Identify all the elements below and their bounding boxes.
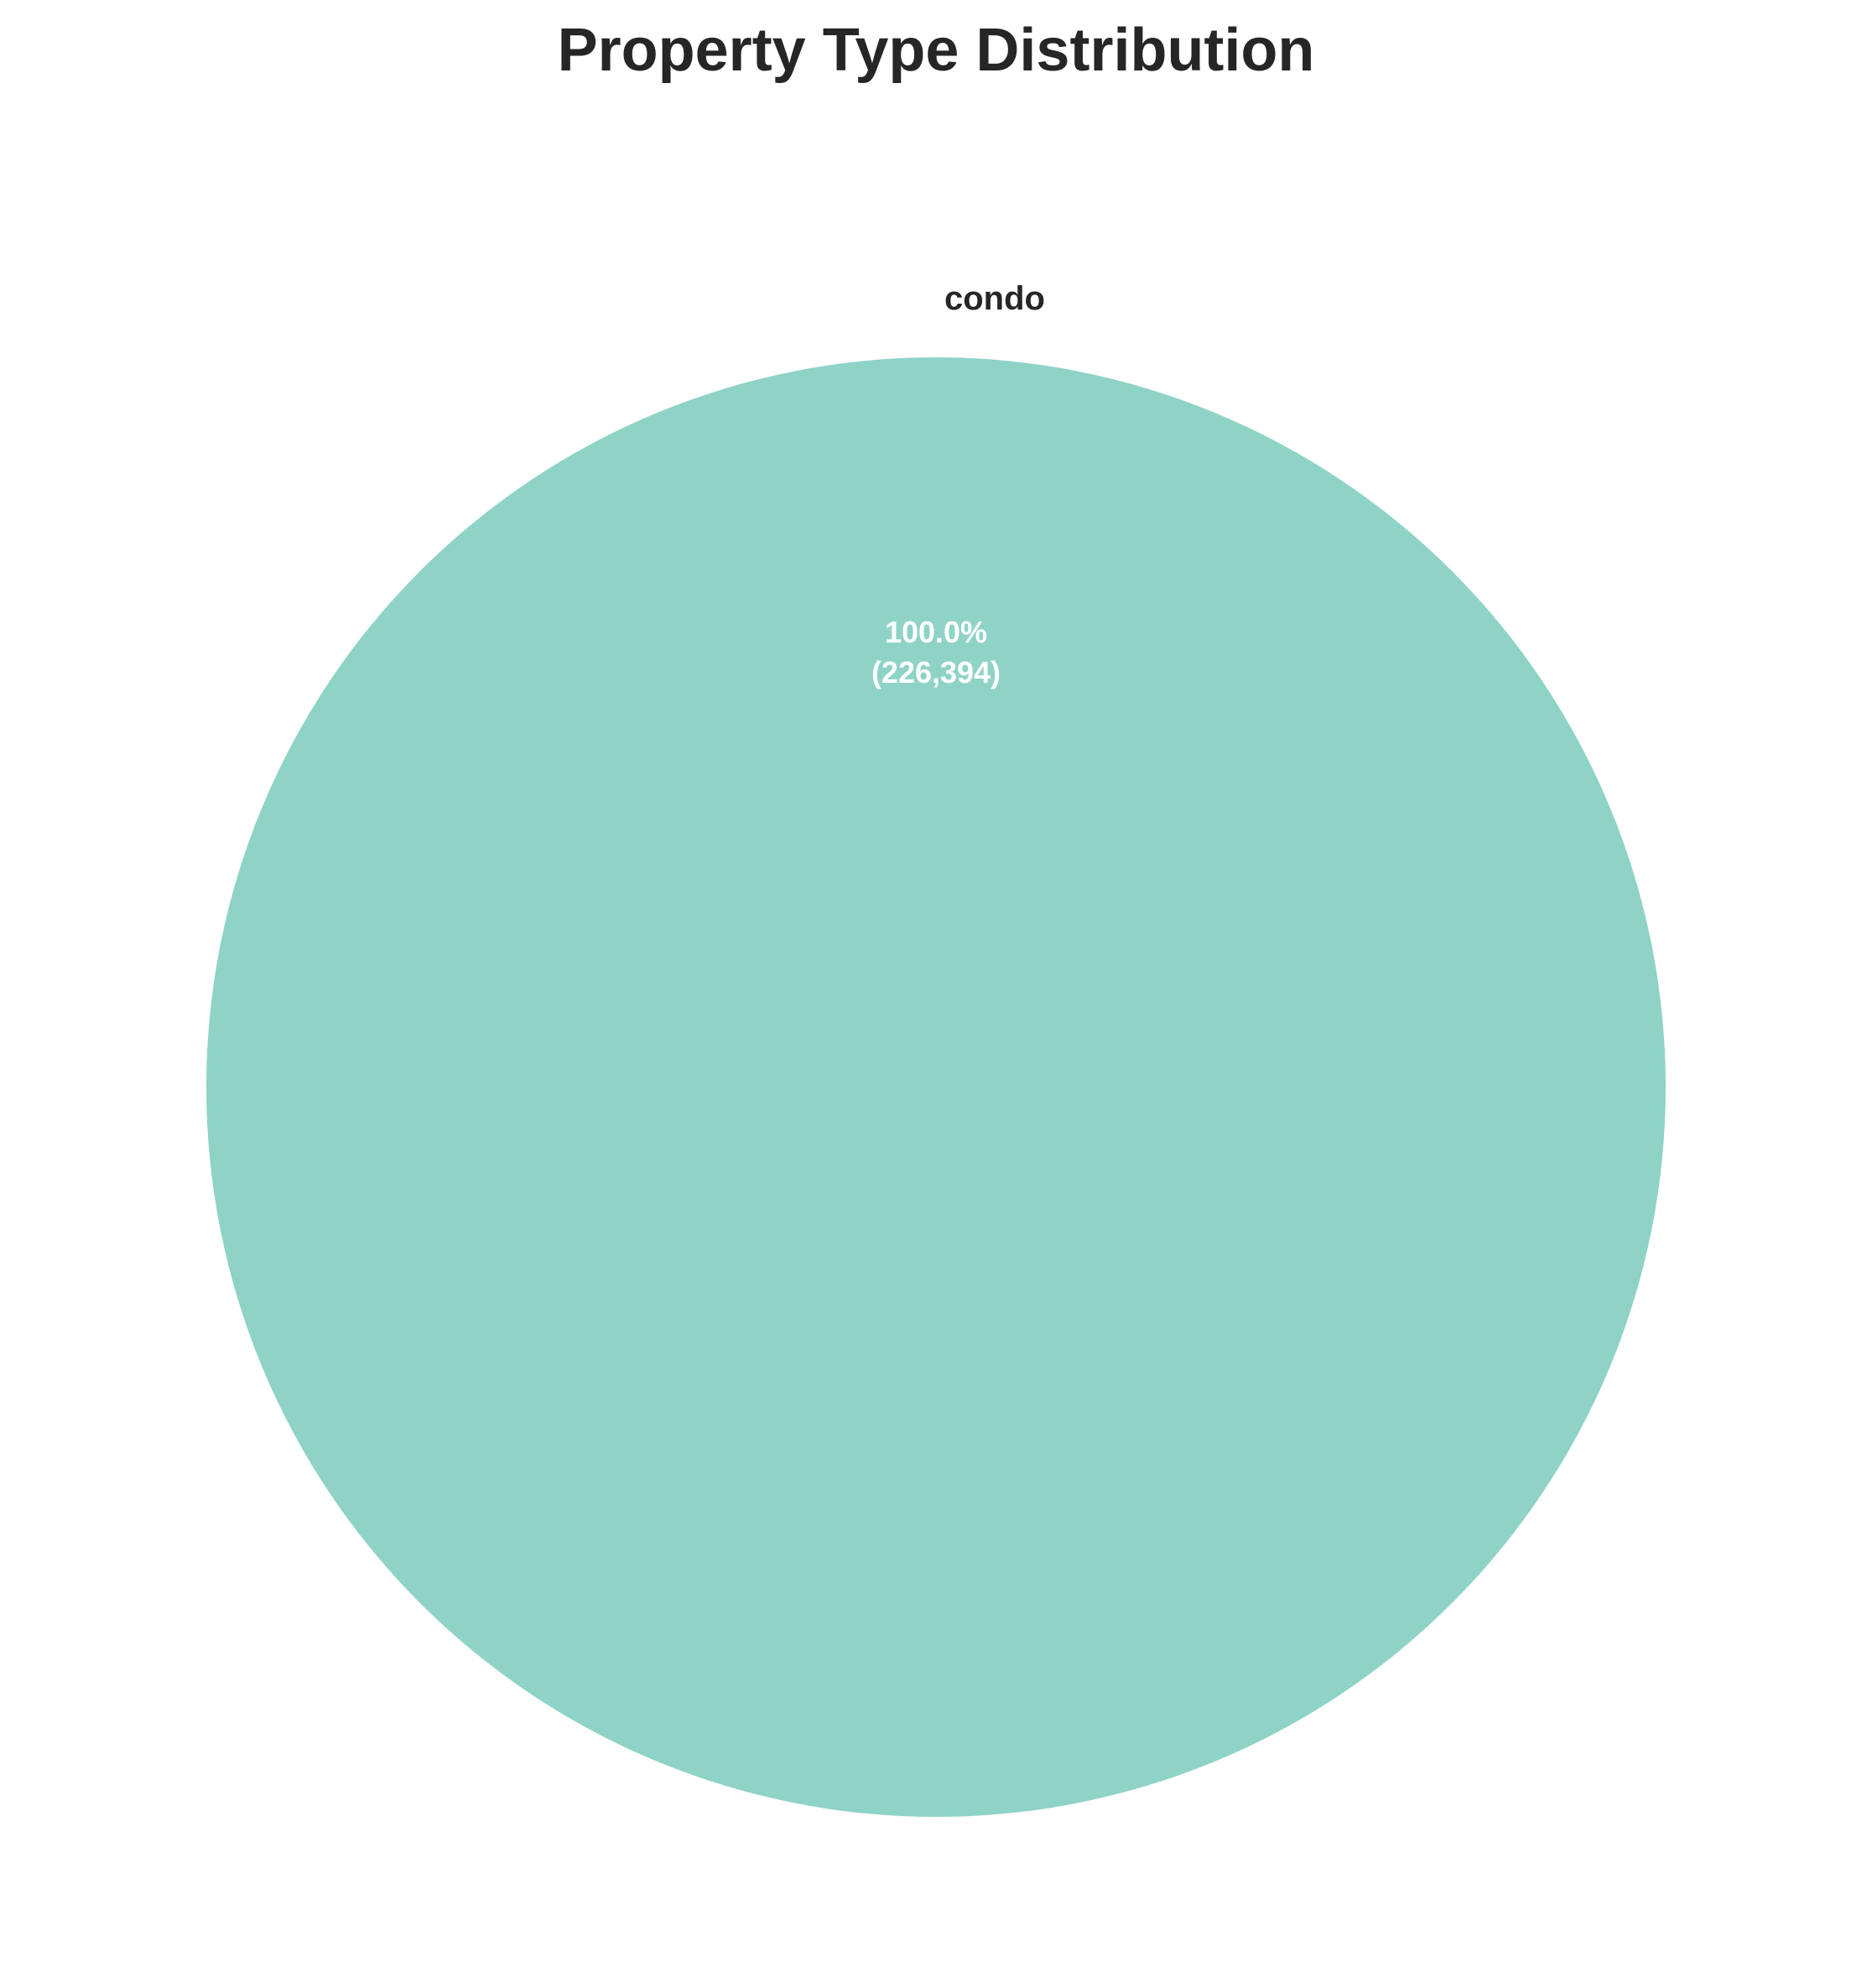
slice-label-condo: condo (944, 280, 1045, 317)
slice-count-label: (226,394) (871, 655, 1001, 690)
chart-title: Property Type Distribution (558, 17, 1315, 84)
pie-slice-condo (206, 357, 1666, 1817)
pie-slices (206, 357, 1666, 1817)
slice-percent-label: 100.0% (885, 615, 987, 649)
pie-labels: condo 100.0% (226,394) (871, 280, 1045, 690)
